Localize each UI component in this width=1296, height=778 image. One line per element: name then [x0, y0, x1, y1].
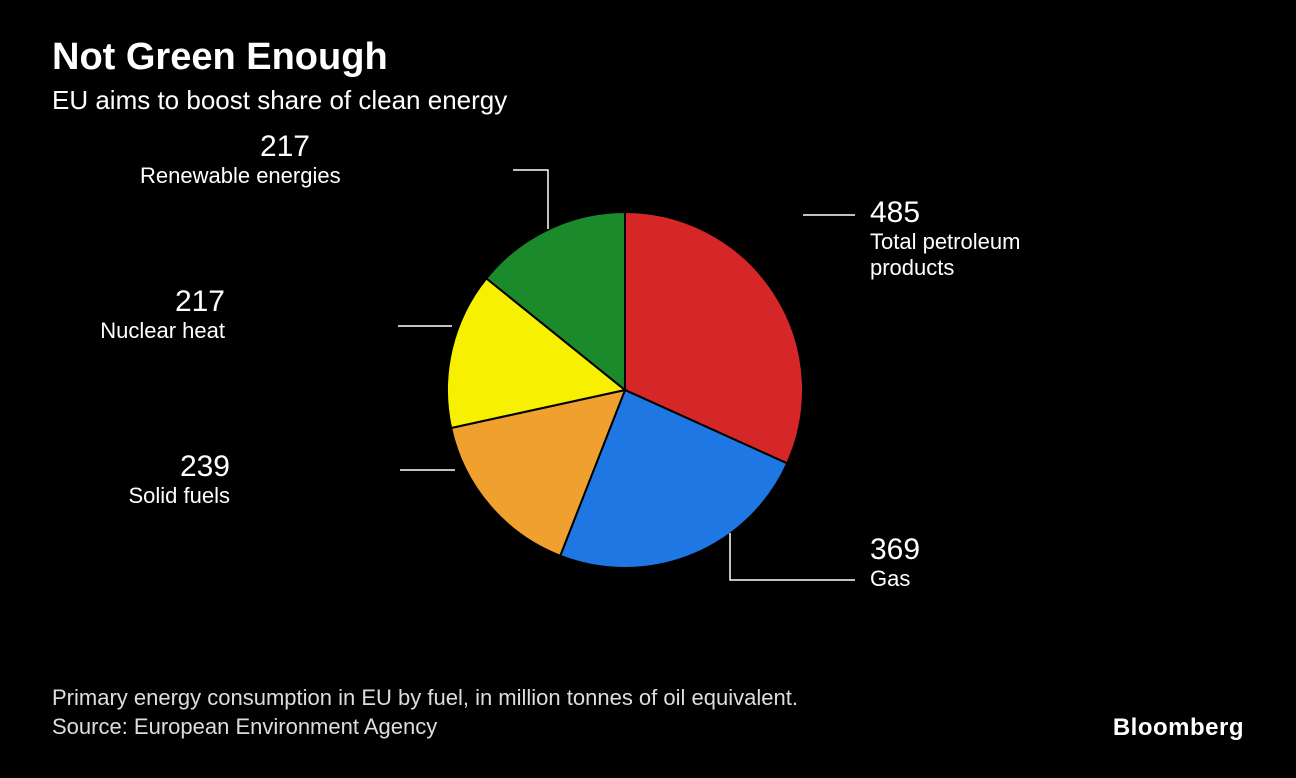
leader-line	[730, 533, 855, 580]
slice-label: 217Renewable energies	[140, 130, 310, 189]
slice-name: Gas	[870, 566, 920, 592]
slice-label: 217Nuclear heat	[55, 285, 225, 344]
leader-line	[513, 170, 548, 229]
slice-label: 485Total petroleumproducts	[870, 196, 1020, 282]
slice-value: 369	[870, 533, 920, 566]
chart-title: Not Green Enough	[52, 36, 1244, 79]
slice-name: Total petroleumproducts	[870, 229, 1020, 282]
slice-name: Nuclear heat	[55, 318, 225, 344]
slice-label: 239Solid fuels	[60, 450, 230, 509]
slice-value: 217	[55, 285, 225, 318]
pie-chart: 485Total petroleumproducts 369Gas 239Solid…	[0, 110, 1296, 630]
source: Source: European Environment Agency	[52, 712, 798, 742]
chart-footer: Primary energy consumption in EU by fuel…	[52, 683, 798, 742]
brand-logo: Bloomberg	[1113, 714, 1244, 742]
slice-name: Renewable energies	[140, 163, 310, 189]
slice-name: Solid fuels	[60, 483, 230, 509]
slice-value: 239	[60, 450, 230, 483]
slice-value: 217	[140, 130, 310, 163]
footnote: Primary energy consumption in EU by fuel…	[52, 683, 798, 713]
slice-value: 485	[870, 196, 1020, 229]
slice-label: 369Gas	[870, 533, 920, 592]
